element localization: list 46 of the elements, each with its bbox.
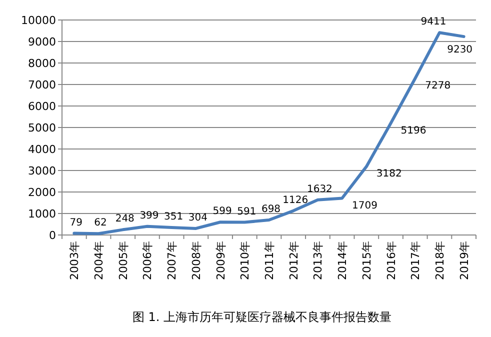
y-tick-label: 3000 bbox=[28, 164, 56, 178]
data-label: 62 bbox=[94, 218, 107, 229]
x-tick-label: 2008年 bbox=[190, 241, 203, 280]
y-tick-label: 7000 bbox=[28, 78, 56, 92]
data-label: 3182 bbox=[376, 168, 402, 180]
x-tick-label: 2013年 bbox=[312, 241, 325, 280]
x-tick-label: 2006年 bbox=[141, 241, 154, 280]
x-tick-label: 2019年 bbox=[458, 241, 471, 280]
y-tick-label: 8000 bbox=[28, 57, 56, 70]
x-tick-label: 2011年 bbox=[263, 241, 276, 280]
y-tick-label: 10000 bbox=[21, 14, 56, 27]
x-tick-label: 2016年 bbox=[384, 241, 398, 280]
x-tick-label: 2005年 bbox=[116, 241, 130, 280]
data-label: 599 bbox=[212, 206, 232, 218]
caption: 图 1. 上海市历年可疑医疗器械不良事件报告数量 bbox=[132, 310, 392, 324]
data-label: 5196 bbox=[400, 125, 426, 136]
x-tick-label: 2018年 bbox=[433, 241, 446, 280]
x-tick-label: 2009年 bbox=[214, 241, 228, 280]
data-label: 7278 bbox=[425, 80, 451, 92]
data-label: 591 bbox=[237, 206, 256, 218]
data-label: 698 bbox=[261, 204, 281, 215]
data-label: 9411 bbox=[420, 16, 446, 28]
x-tick-label: 2017年 bbox=[409, 241, 422, 280]
y-tick-label: 1000 bbox=[28, 208, 56, 220]
x-tick-label: 2003年 bbox=[68, 241, 82, 280]
data-label: 1632 bbox=[306, 184, 332, 195]
x-tick-label: 2004年 bbox=[92, 241, 106, 280]
data-label: 304 bbox=[188, 212, 208, 224]
data-label: 1126 bbox=[282, 194, 308, 206]
data-label: 248 bbox=[115, 214, 134, 225]
y-tick-label: 4000 bbox=[28, 143, 56, 156]
y-tick-label: 5000 bbox=[28, 122, 56, 134]
x-tick-label: 2007年 bbox=[166, 241, 179, 280]
y-tick-label: 6000 bbox=[28, 100, 56, 113]
y-tick-label: 9000 bbox=[28, 36, 56, 48]
data-label: 399 bbox=[140, 210, 159, 222]
data-label: 9230 bbox=[447, 44, 473, 56]
x-tick-label: 2015年 bbox=[360, 241, 374, 280]
y-tick-label: 0 bbox=[49, 229, 56, 242]
data-label: 1709 bbox=[352, 200, 378, 212]
x-tick-label: 2014年 bbox=[336, 241, 350, 280]
data-label: 351 bbox=[164, 211, 184, 222]
y-tick-label: 2000 bbox=[28, 186, 56, 199]
x-tick-label: 2012年 bbox=[287, 241, 300, 280]
data-label: 79 bbox=[70, 217, 83, 228]
x-tick-label: 2010年 bbox=[238, 241, 252, 280]
